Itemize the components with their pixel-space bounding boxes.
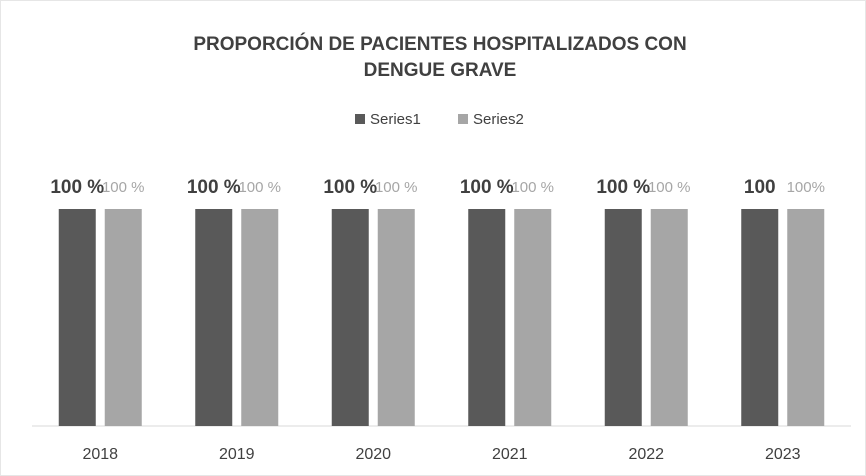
bar — [377, 209, 415, 426]
bar — [650, 209, 688, 426]
bar — [514, 209, 552, 426]
x-tick-label: 2020 — [355, 446, 391, 463]
data-label: 100 % — [375, 179, 418, 196]
x-tick-label: 2018 — [82, 446, 118, 463]
legend-label: Series2 — [473, 111, 524, 128]
data-label: 100 — [744, 177, 776, 198]
bar — [104, 209, 142, 426]
data-label: 100 % — [648, 179, 691, 196]
data-label: 100 % — [238, 179, 281, 196]
data-label: 100 % — [187, 177, 241, 198]
data-label: 100 % — [102, 179, 145, 196]
x-tick-label: 2022 — [628, 446, 664, 463]
chart-title: PROPORCIÓN DE PACIENTES HOSPITALIZADOS C… — [193, 33, 686, 55]
data-label: 100 % — [323, 177, 377, 198]
x-tick-label: 2019 — [219, 446, 255, 463]
bar — [58, 209, 96, 426]
data-label: 100 % — [596, 177, 650, 198]
bar — [195, 209, 233, 426]
x-tick-label: 2021 — [492, 446, 528, 463]
x-tick-label: 2023 — [765, 446, 801, 463]
data-label: 100 % — [460, 177, 514, 198]
legend-swatch — [355, 114, 365, 124]
bar — [787, 209, 825, 426]
data-label: 100% — [787, 179, 825, 196]
chart-title: DENGUE GRAVE — [364, 60, 517, 81]
bar — [468, 209, 506, 426]
data-label: 100 % — [511, 179, 554, 196]
bar — [604, 209, 642, 426]
legend-label: Series1 — [370, 111, 421, 128]
bar — [331, 209, 369, 426]
data-label: 100 % — [50, 177, 104, 198]
legend-swatch — [458, 114, 468, 124]
bar — [241, 209, 279, 426]
bar — [741, 209, 779, 426]
